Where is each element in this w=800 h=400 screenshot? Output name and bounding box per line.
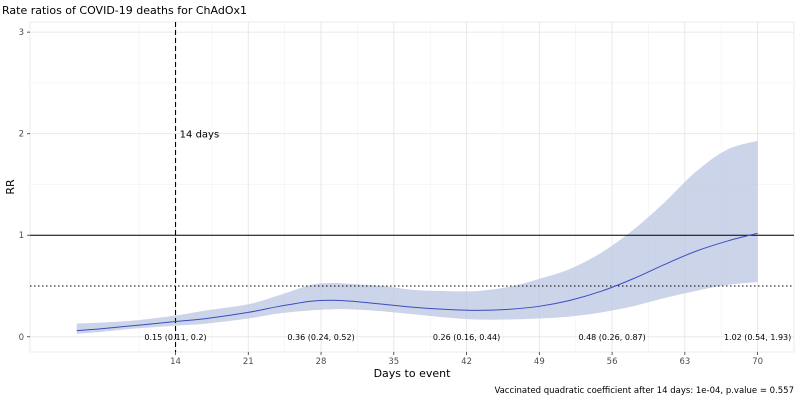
x-tick-label: 21 <box>243 357 254 367</box>
plot-panel-border <box>29 21 795 353</box>
confidence-band-layer <box>76 140 758 334</box>
x-tick-label: 28 <box>316 357 327 367</box>
annotations: 14 days 0.15 (0.11, 0.2) 0.36 (0.24, 0.52)… <box>144 130 791 342</box>
estimate-label: 0.15 (0.11, 0.2) <box>144 333 206 342</box>
y-tick-label: 3 <box>19 28 24 38</box>
chart-caption: Vaccinated quadratic coefficient after 1… <box>494 386 794 396</box>
axes: 14 21 28 35 42 49 56 63 70 0 1 2 3 <box>19 28 763 367</box>
y-tick-label: 0 <box>19 333 24 343</box>
estimate-label: 0.26 (0.16, 0.44) <box>433 333 500 342</box>
reference-lines <box>30 22 794 352</box>
y-axis-title: RR <box>4 179 17 195</box>
annotation-14-days: 14 days <box>180 130 220 141</box>
confidence-band <box>76 140 758 334</box>
series-line <box>76 232 758 332</box>
x-tick-label: 70 <box>752 357 763 367</box>
chart-title: Rate ratios of COVID-19 deaths for ChAdO… <box>2 4 247 17</box>
estimate-label: 0.36 (0.24, 0.52) <box>287 333 354 342</box>
x-tick-label: 49 <box>534 357 545 367</box>
x-tick-label: 42 <box>461 357 472 367</box>
x-tick-label: 35 <box>388 357 399 367</box>
x-tick-label: 63 <box>679 357 690 367</box>
estimate-label: 0.48 (0.26, 0.87) <box>578 333 645 342</box>
series-line-layer <box>76 232 758 332</box>
x-axis-title: Days to event <box>374 367 452 380</box>
estimate-label: 1.02 (0.54, 1.93) <box>724 333 791 342</box>
y-tick-label: 2 <box>19 130 24 140</box>
x-tick-label: 56 <box>607 357 618 367</box>
y-tick-label: 1 <box>19 231 24 241</box>
x-tick-label: 14 <box>170 357 181 367</box>
